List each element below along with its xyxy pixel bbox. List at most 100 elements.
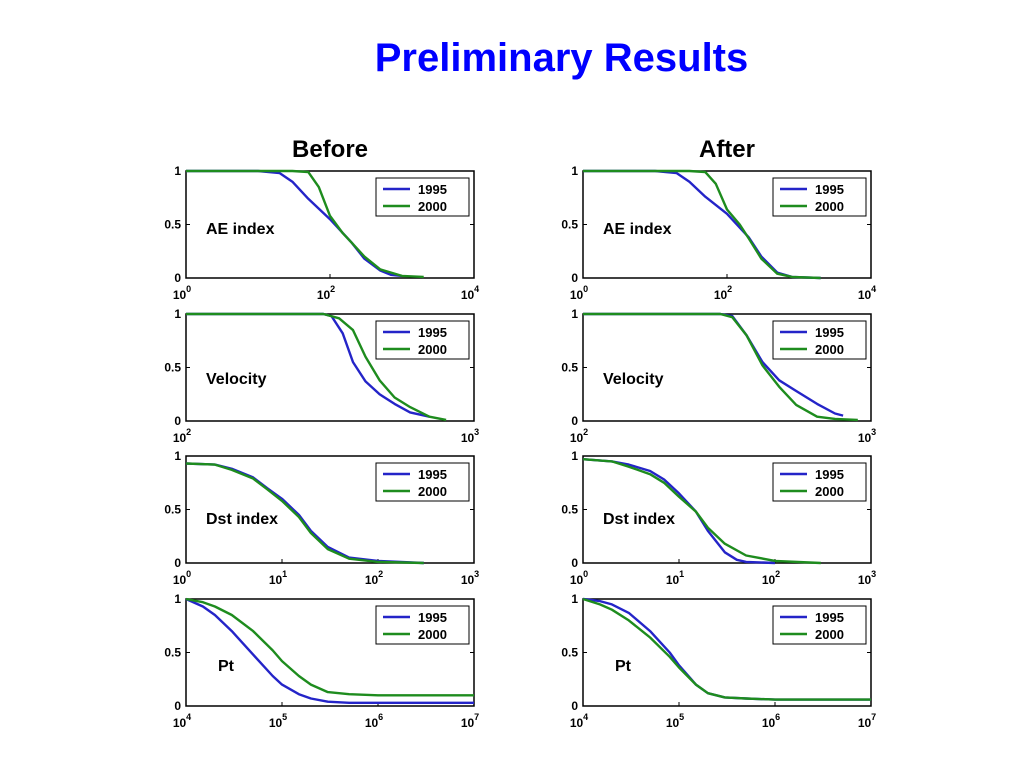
x-tick-exponent: 0: [583, 569, 588, 579]
x-tick-label: 102: [365, 569, 383, 587]
y-tick-label: 1: [571, 592, 578, 606]
x-tick-exponent: 2: [378, 569, 383, 579]
series-line-1995: [185, 597, 474, 704]
x-tick-exponent: 0: [583, 284, 588, 294]
legend: 1995 2000: [375, 605, 470, 645]
x-tick-label: 104: [461, 284, 479, 302]
legend-label: 1995: [418, 610, 447, 625]
x-tick-exponent: 6: [775, 712, 780, 722]
x-tick-base: 10: [570, 573, 584, 587]
legend-label: 2000: [815, 199, 844, 214]
x-tick-base: 10: [173, 288, 187, 302]
x-tick-exponent: 4: [186, 712, 191, 722]
x-tick-label: 104: [858, 284, 876, 302]
panel-label: AE index: [603, 221, 672, 238]
x-tick-label: 102: [173, 427, 191, 445]
legend-box: [772, 320, 867, 360]
panel-label: Dst index: [603, 511, 675, 528]
series-line-2000: [186, 312, 447, 422]
series-line-2000: [185, 597, 474, 697]
legend-label: 2000: [815, 342, 844, 357]
legend: 1995 2000: [375, 177, 470, 217]
x-tick-label: 100: [570, 284, 588, 302]
x-tick-label: 101: [666, 569, 684, 587]
y-tick-label: 1: [174, 164, 181, 178]
x-tick-base: 10: [461, 288, 475, 302]
x-tick-label: 102: [762, 569, 780, 587]
x-tick-base: 10: [173, 573, 187, 587]
x-tick-base: 10: [570, 288, 584, 302]
slide-title: Preliminary Results: [374, 36, 749, 80]
x-tick-label: 100: [570, 569, 588, 587]
legend-box: [375, 177, 470, 217]
series-line-2000: [582, 597, 871, 701]
x-tick-exponent: 2: [775, 569, 780, 579]
x-tick-base: 10: [461, 716, 475, 730]
x-tick-base: 10: [858, 431, 872, 445]
x-tick-exponent: 7: [474, 712, 479, 722]
x-tick-label: 106: [762, 712, 780, 730]
x-tick-exponent: 3: [871, 569, 876, 579]
x-tick-exponent: 5: [282, 712, 287, 722]
legend-box: [375, 605, 470, 645]
x-tick-base: 10: [365, 573, 379, 587]
x-tick-exponent: 2: [727, 284, 732, 294]
x-tick-base: 10: [570, 431, 584, 445]
x-tick-label: 102: [317, 284, 335, 302]
panel-label: AE index: [206, 221, 275, 238]
legend: 1995 2000: [375, 462, 470, 502]
y-tick-label: 0: [571, 271, 578, 285]
x-tick-label: 103: [461, 427, 479, 445]
x-tick-exponent: 0: [186, 569, 191, 579]
x-tick-base: 10: [762, 573, 776, 587]
x-tick-label: 102: [714, 284, 732, 302]
x-tick-base: 10: [666, 716, 680, 730]
legend-box: [772, 462, 867, 502]
x-tick-base: 10: [269, 716, 283, 730]
y-tick-label: 1: [174, 449, 181, 463]
x-tick-base: 10: [173, 431, 187, 445]
x-tick-exponent: 7: [871, 712, 876, 722]
x-tick-label: 102: [570, 427, 588, 445]
x-tick-exponent: 2: [330, 284, 335, 294]
legend: 1995 2000: [375, 320, 470, 360]
y-tick-label: 0.5: [164, 646, 181, 660]
panel-label: Velocity: [603, 371, 664, 388]
x-tick-label: 104: [570, 712, 588, 730]
legend: 1995 2000: [772, 605, 867, 645]
x-tick-base: 10: [714, 288, 728, 302]
x-tick-base: 10: [173, 716, 187, 730]
legend-label: 1995: [418, 467, 447, 482]
x-tick-base: 10: [269, 573, 283, 587]
legend-label: 2000: [418, 484, 447, 499]
x-tick-base: 10: [858, 716, 872, 730]
y-tick-label: 0: [571, 414, 578, 428]
x-tick-base: 10: [461, 431, 475, 445]
y-tick-label: 0.5: [561, 218, 578, 232]
y-tick-label: 0.5: [164, 361, 181, 375]
legend: 1995 2000: [772, 462, 867, 502]
series-line-1995: [582, 458, 776, 565]
legend-box: [772, 605, 867, 645]
x-tick-exponent: 4: [474, 284, 479, 294]
y-tick-label: 1: [571, 307, 578, 321]
series-line-2000: [583, 312, 858, 422]
x-tick-label: 105: [666, 712, 684, 730]
legend-label: 1995: [418, 182, 447, 197]
legend: 1995 2000: [772, 320, 867, 360]
x-tick-exponent: 5: [679, 712, 684, 722]
legend-label: 1995: [815, 467, 844, 482]
x-tick-label: 106: [365, 712, 383, 730]
y-tick-label: 1: [571, 449, 578, 463]
x-tick-exponent: 0: [186, 284, 191, 294]
legend-label: 1995: [815, 325, 844, 340]
x-tick-exponent: 2: [583, 427, 588, 437]
x-tick-exponent: 1: [282, 569, 287, 579]
legend-label: 2000: [418, 342, 447, 357]
x-tick-base: 10: [461, 573, 475, 587]
x-tick-base: 10: [570, 716, 584, 730]
